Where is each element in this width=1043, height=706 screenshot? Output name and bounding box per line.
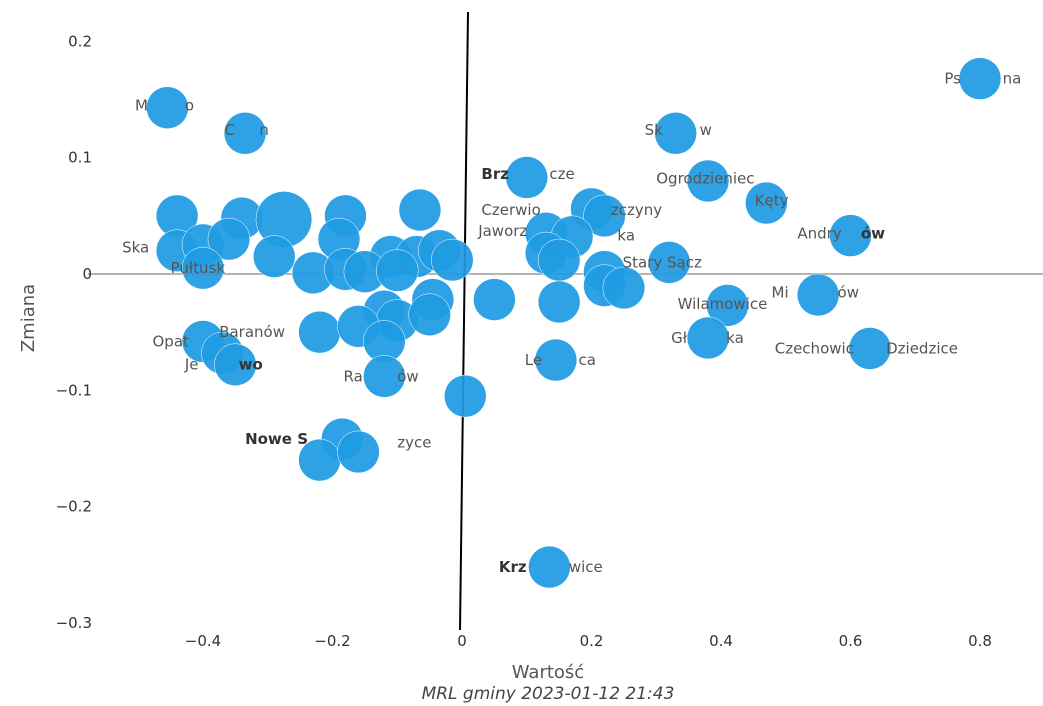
data-point (473, 278, 516, 321)
data-point (214, 343, 257, 386)
point-label: Je (184, 356, 199, 374)
point-label: zyce (397, 434, 431, 452)
y-tick-label: 0 (82, 265, 92, 283)
y-tick-label: −0.2 (56, 498, 92, 516)
point-label: cze (549, 165, 574, 183)
y-zero-line (459, 11, 469, 631)
point-label: ów (397, 367, 418, 385)
x-tick-label: 0.6 (839, 632, 863, 650)
y-tick-label: −0.1 (56, 381, 92, 399)
x-tick-label: 0.8 (968, 632, 992, 650)
point-label: w (700, 121, 712, 139)
point-label: Czerwio (481, 201, 540, 219)
data-point (223, 112, 267, 155)
data-point (537, 238, 581, 282)
point-label: Nowe S (245, 430, 308, 448)
data-points (146, 57, 1002, 589)
data-point (408, 293, 451, 336)
point-label: o (185, 96, 194, 114)
data-point (654, 112, 697, 155)
point-label: na (1003, 70, 1022, 88)
data-point (829, 214, 872, 257)
data-point (207, 217, 251, 261)
point-label: Ps (944, 70, 961, 88)
point-label: Dziedzice (886, 339, 958, 357)
point-label: Ogrodzieniec (656, 170, 754, 188)
point-label: M (135, 96, 148, 114)
point-label: Wilamowice (678, 295, 768, 313)
y-axis-title: Zmiana (18, 284, 39, 352)
data-point (686, 316, 730, 360)
point-label: Stary Sącz (623, 253, 702, 271)
point-label: Le (525, 351, 542, 369)
data-point (745, 181, 788, 225)
data-point (602, 266, 646, 310)
tick-labels: −0.4 −0.2 0 0.2 0.4 0.6 0.8 0.2 0.1 0 −0.1 −0.2 −0.3 (56, 32, 992, 650)
data-point (363, 355, 406, 398)
point-label: ów (838, 284, 859, 302)
point-label: n (259, 121, 269, 139)
point-label: Gł (671, 329, 688, 347)
point-label: Sk (645, 121, 664, 139)
x-tick-label: −0.2 (314, 632, 350, 650)
data-point (528, 545, 571, 589)
point-label: Baranów (219, 323, 285, 341)
data-point (505, 156, 548, 199)
data-point (647, 241, 691, 284)
point-label: Kęty (755, 192, 789, 210)
data-point (686, 159, 730, 203)
point-label: Mi (772, 284, 789, 302)
y-tick-label: 0.2 (68, 32, 92, 50)
point-label: C (224, 121, 234, 139)
point-label: zczyny (611, 201, 662, 219)
x-tick-label: 0.2 (580, 632, 604, 650)
point-label: Opat (152, 332, 189, 350)
point-label: Brz (481, 165, 509, 183)
data-point (146, 86, 189, 129)
data-point (583, 194, 626, 238)
data-point (398, 188, 442, 232)
point-label: Pułtusk (171, 259, 226, 277)
point-label: wice (569, 558, 603, 576)
data-point (958, 57, 1002, 100)
y-tick-label: 0.1 (68, 149, 92, 167)
data-point (337, 430, 380, 474)
x-tick-label: −0.4 (185, 632, 221, 650)
data-point (848, 327, 892, 370)
x-axis-title: Wartość (512, 662, 584, 683)
point-label: wo (239, 356, 263, 374)
chart-caption: MRL gminy 2023-01-12 21:43 (422, 684, 675, 704)
data-point (376, 249, 419, 292)
data-point (796, 273, 840, 317)
point-label: Czechowic (775, 339, 854, 357)
data-point (298, 310, 341, 354)
point-label: Jaworz (477, 222, 527, 240)
point-label: Andry (797, 224, 841, 242)
point-label: ów (861, 224, 885, 242)
data-point (443, 374, 487, 418)
data-point (181, 246, 225, 290)
point-label: ka (617, 227, 635, 245)
point-label: ka (726, 329, 744, 347)
point-label: Krz (499, 558, 527, 576)
point-label: Ra (344, 367, 363, 385)
y-tick-label: −0.3 (56, 614, 92, 632)
point-label: ca (579, 351, 596, 369)
x-tick-label: 0 (457, 632, 467, 650)
data-point (534, 338, 578, 382)
data-point (706, 284, 749, 327)
data-point (431, 238, 474, 282)
point-label: Ska (122, 238, 149, 256)
data-point (537, 280, 581, 324)
data-point (252, 235, 296, 278)
x-tick-label: 0.4 (709, 632, 733, 650)
